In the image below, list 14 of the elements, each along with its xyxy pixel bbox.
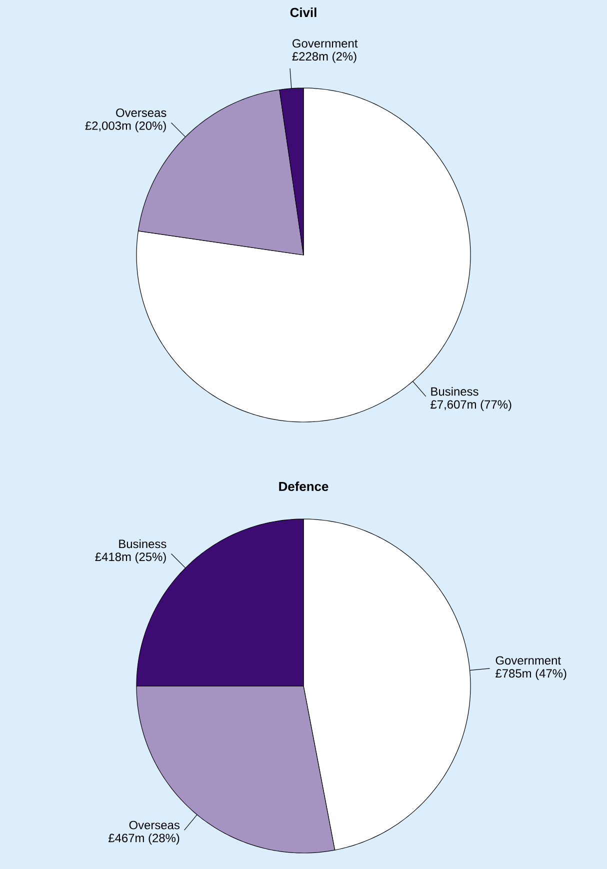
data-label: £418m (25%) bbox=[95, 552, 166, 564]
data-label: £785m (47%) bbox=[496, 668, 566, 680]
slice-label: Overseas bbox=[129, 820, 180, 830]
data-label: £228m (2%) bbox=[292, 52, 356, 63]
data-label: £467m (28%) bbox=[108, 833, 180, 845]
slice-label: Government bbox=[496, 656, 561, 665]
chart-title: Civil bbox=[290, 8, 316, 18]
slice-label: Business bbox=[119, 539, 166, 548]
slice-label: Overseas bbox=[116, 108, 166, 117]
chart-title: Defence bbox=[279, 482, 328, 492]
slice-label: Business bbox=[431, 386, 478, 396]
data-label: £7,607m (77%) bbox=[430, 400, 512, 412]
data-label: £2,003m (20%) bbox=[85, 121, 166, 132]
slice-label: Government bbox=[292, 39, 358, 48]
